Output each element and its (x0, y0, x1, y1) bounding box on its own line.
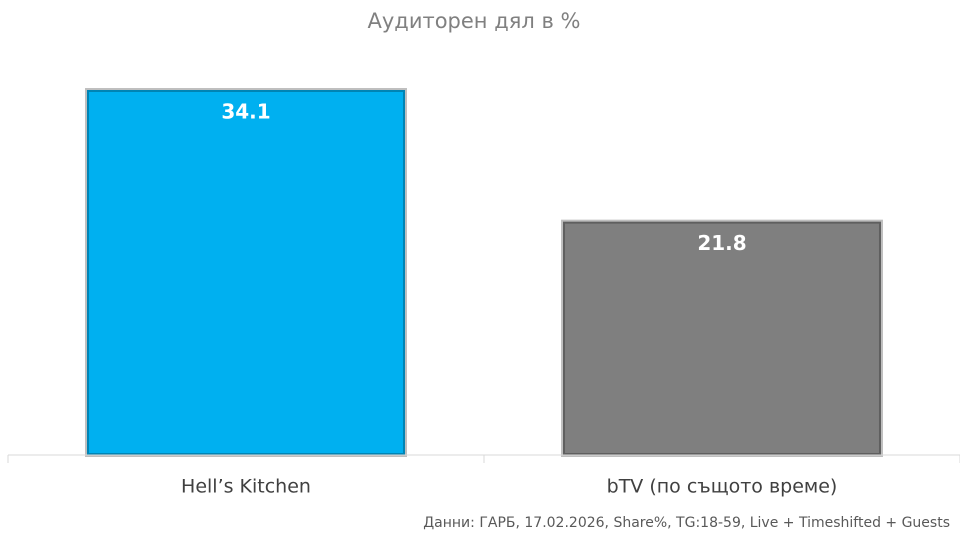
source-note: Данни: ГАРБ, 17.02.2026, Share%, TG:18-5… (423, 515, 950, 531)
value-label: 34.1 (221, 100, 270, 124)
bar (561, 219, 883, 457)
x-tick-label: bTV (по същото време) (607, 476, 838, 498)
value-label: 21.8 (697, 231, 746, 255)
chart-title: Аудиторен дял в % (368, 9, 581, 33)
bar (85, 88, 407, 457)
x-tick-label: Hell’s Kitchen (181, 476, 311, 498)
